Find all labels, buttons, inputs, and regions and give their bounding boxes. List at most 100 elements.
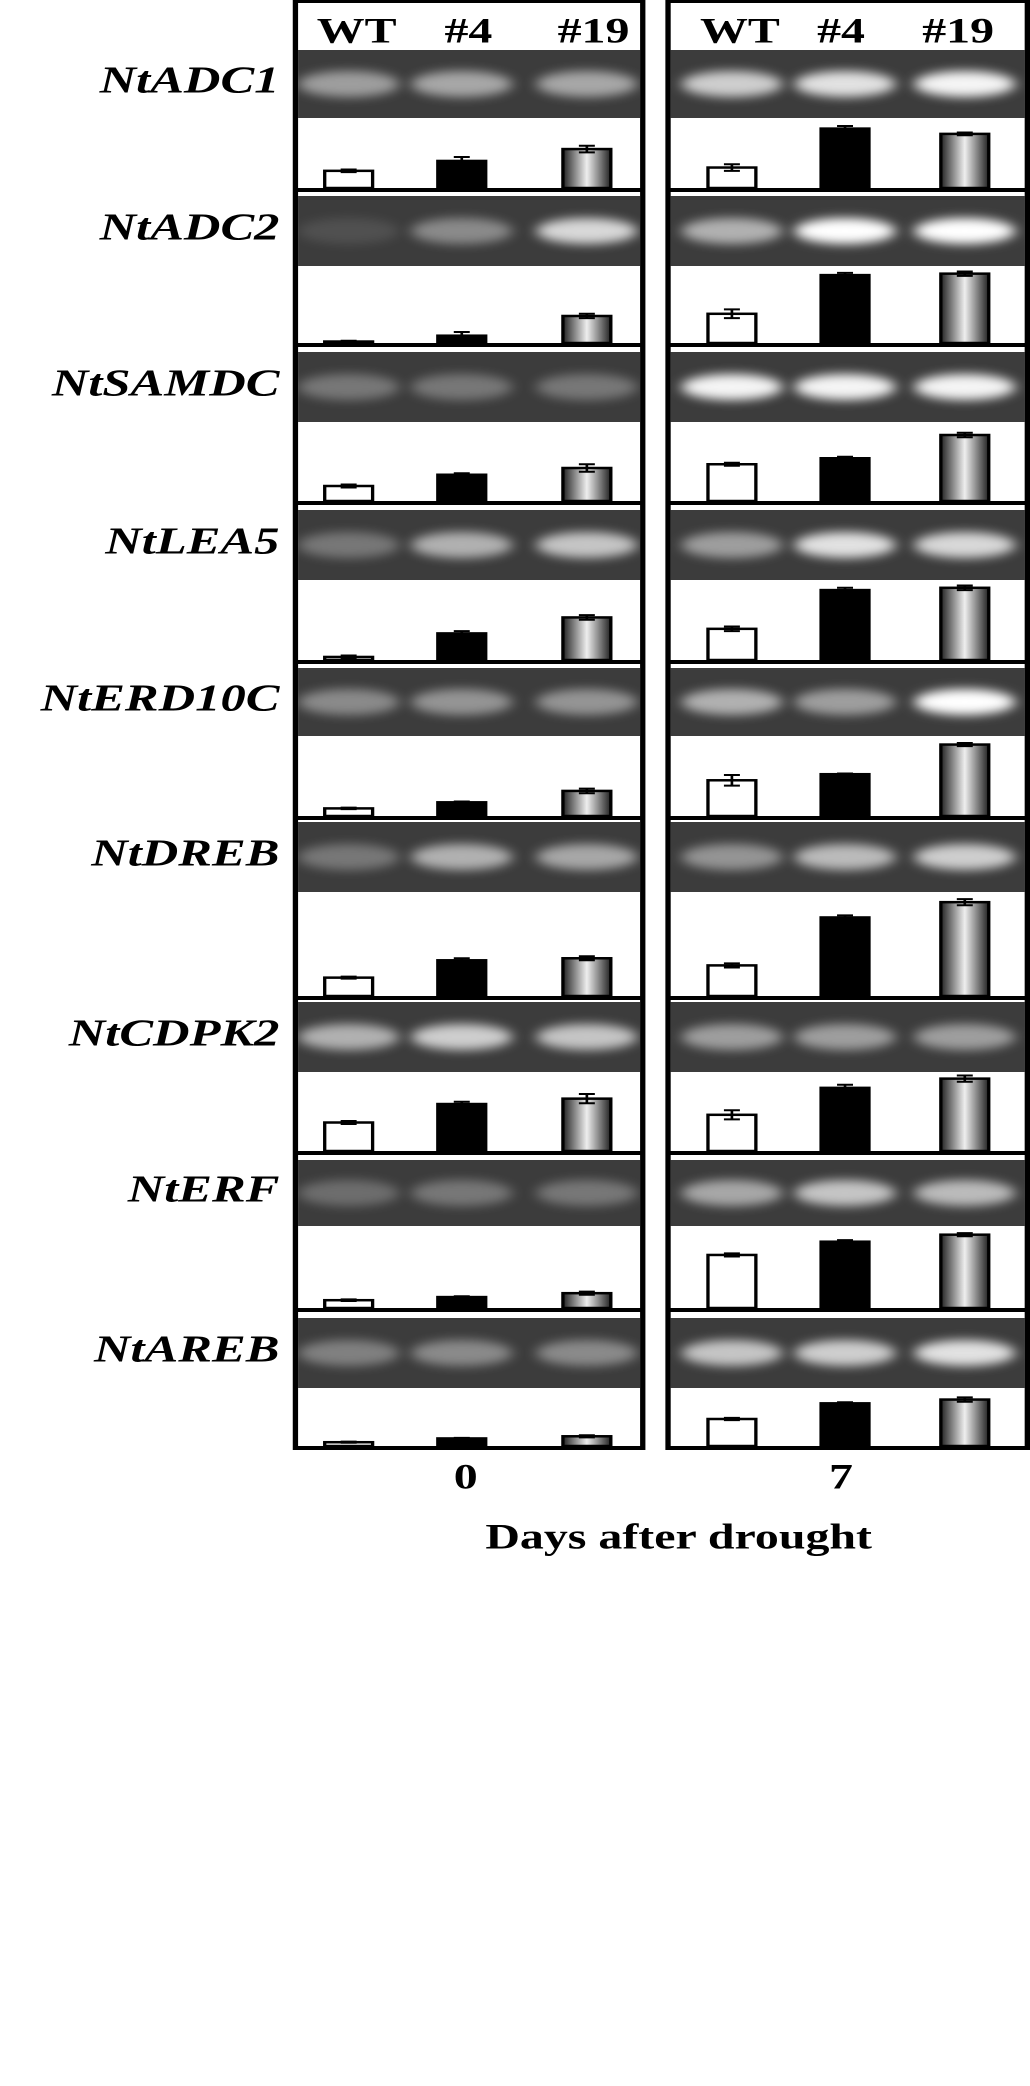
gene-label: NtADC2 (99, 206, 280, 248)
panel-label: 0 (454, 1457, 478, 1497)
column-header: #19 (558, 11, 630, 51)
gel-band (914, 532, 1016, 558)
bar (819, 588, 871, 662)
gene-label: NtDREB (90, 832, 279, 874)
column-header: #4 (817, 11, 865, 51)
gel-band (914, 374, 1016, 400)
gene-label: NtCDPK2 (68, 1012, 280, 1054)
gel-band (914, 1340, 1016, 1366)
gel-band (298, 1340, 400, 1366)
gel-band (411, 71, 513, 97)
gene-label: NtLEA5 (104, 520, 279, 562)
gel-band (298, 689, 400, 715)
bar (939, 132, 991, 190)
bar (561, 314, 613, 345)
gel-band (298, 71, 400, 97)
gel-band (914, 689, 1016, 715)
gel-band (536, 374, 638, 400)
gel-band (298, 1024, 400, 1050)
gel-band (411, 844, 513, 870)
bar (561, 1097, 613, 1153)
gel-band (794, 532, 896, 558)
gel-band (914, 844, 1016, 870)
bar (819, 1402, 871, 1448)
bar (436, 1102, 488, 1153)
gel-band (681, 844, 783, 870)
bar (819, 273, 871, 345)
gene-label: NtADC1 (99, 59, 280, 101)
gel-band (681, 218, 783, 244)
gel-band (681, 689, 783, 715)
bar (939, 743, 991, 818)
bar (939, 1077, 991, 1153)
gel-band (536, 532, 638, 558)
bar (561, 789, 613, 818)
bar (819, 772, 871, 818)
bar (819, 1240, 871, 1310)
bar (561, 616, 613, 662)
gel-band (298, 374, 400, 400)
gel-band (411, 374, 513, 400)
gene-label: NtERF (127, 1168, 280, 1210)
gel-band (411, 1340, 513, 1366)
gel-band (298, 532, 400, 558)
gel-band (536, 218, 638, 244)
panel-label: 7 (829, 1457, 853, 1497)
column-header: WT (700, 11, 780, 51)
bar (436, 801, 488, 818)
gel-band (681, 532, 783, 558)
x-axis-title: Days after drought (485, 1517, 872, 1557)
bar (706, 1417, 758, 1448)
bar (561, 957, 613, 998)
bar (706, 627, 758, 662)
bar (323, 1121, 375, 1153)
gel-band (794, 218, 896, 244)
gel-band (536, 1340, 638, 1366)
gel-band (681, 71, 783, 97)
bar (939, 586, 991, 662)
column-header: WT (317, 11, 397, 51)
gel-band (536, 844, 638, 870)
gel-band (536, 71, 638, 97)
bar (706, 1253, 758, 1310)
gel-band (298, 844, 400, 870)
gel-band (681, 374, 783, 400)
bar (819, 1086, 871, 1153)
gel-band (794, 1180, 896, 1206)
gel-band (794, 1024, 896, 1050)
gel-band (794, 374, 896, 400)
gene-label: NtSAMDC (51, 362, 281, 404)
bar (939, 272, 991, 345)
bar (706, 463, 758, 503)
gene-label: NtERD10C (40, 677, 281, 719)
gel-band (794, 844, 896, 870)
gel-band (681, 1024, 783, 1050)
bar (819, 127, 871, 190)
bar (819, 916, 871, 998)
gel-band (298, 1180, 400, 1206)
gel-band (914, 1024, 1016, 1050)
gel-band (914, 1180, 1016, 1206)
gel-band (794, 689, 896, 715)
gel-band (536, 1024, 638, 1050)
gel-band (411, 218, 513, 244)
gel-band (298, 218, 400, 244)
bar (561, 147, 613, 190)
panel-frame (665, 0, 1030, 1450)
gel-band (536, 689, 638, 715)
bar (939, 1233, 991, 1310)
gel-band (411, 532, 513, 558)
bar (436, 632, 488, 662)
panel-frame (292, 0, 646, 1450)
bar (436, 959, 488, 998)
bar (939, 900, 991, 998)
gel-band (681, 1340, 783, 1366)
column-header: #19 (922, 11, 994, 51)
gel-band (914, 71, 1016, 97)
gel-band (794, 71, 896, 97)
gel-band (411, 1024, 513, 1050)
bar (939, 1398, 991, 1448)
bar (323, 976, 375, 998)
gel-band (411, 1180, 513, 1206)
